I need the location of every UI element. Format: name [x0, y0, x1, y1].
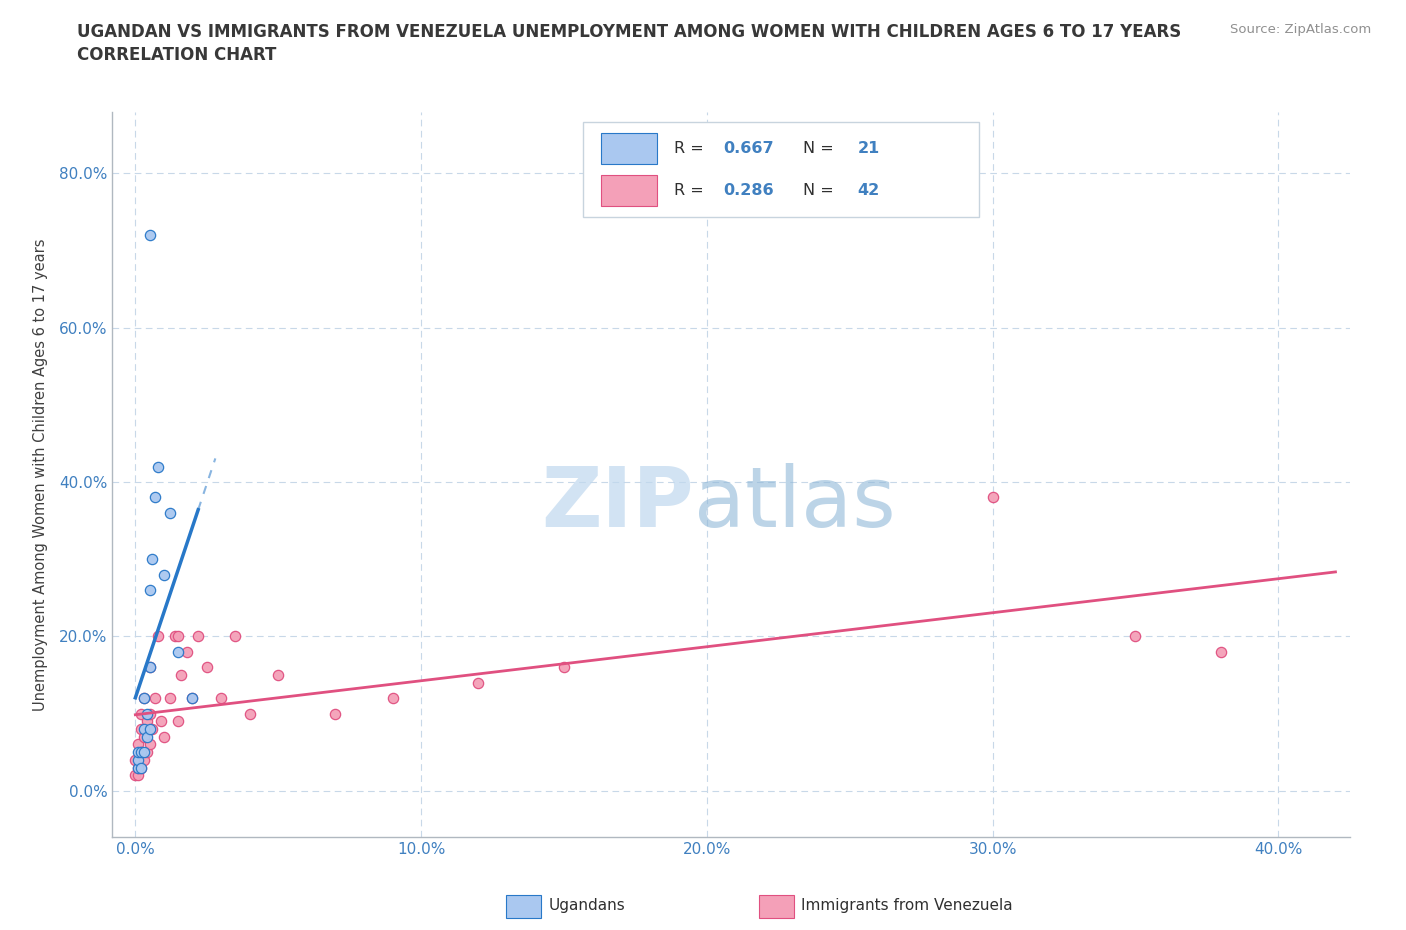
Text: N =: N = — [803, 183, 839, 198]
Point — [195, 659, 218, 674]
Point — [141, 722, 163, 737]
Point — [981, 490, 1004, 505]
Point — [127, 768, 149, 783]
Point — [129, 706, 152, 721]
Point — [129, 722, 152, 737]
Point — [467, 675, 489, 690]
Text: CORRELATION CHART: CORRELATION CHART — [77, 46, 277, 64]
Point — [150, 714, 173, 729]
Point — [127, 737, 149, 751]
Point — [135, 714, 157, 729]
Text: 21: 21 — [858, 141, 880, 156]
Point — [181, 691, 204, 706]
Point — [167, 629, 190, 644]
Point — [129, 745, 152, 760]
Point — [135, 706, 157, 721]
Point — [132, 691, 155, 706]
Point — [124, 752, 146, 767]
Point — [167, 714, 190, 729]
Text: Immigrants from Venezuela: Immigrants from Venezuela — [801, 898, 1014, 913]
Point — [153, 567, 176, 582]
Point — [267, 668, 290, 683]
Point — [143, 691, 166, 706]
Text: atlas: atlas — [695, 463, 896, 544]
Point — [224, 629, 246, 644]
Y-axis label: Unemployment Among Women with Children Ages 6 to 17 years: Unemployment Among Women with Children A… — [32, 238, 48, 711]
Point — [187, 629, 209, 644]
Point — [159, 505, 181, 520]
Point — [239, 706, 262, 721]
Point — [127, 745, 149, 760]
Point — [138, 706, 160, 721]
Point — [153, 729, 176, 744]
Point — [381, 691, 404, 706]
Text: ZIP: ZIP — [541, 463, 695, 544]
Point — [181, 691, 204, 706]
Point — [124, 768, 146, 783]
Point — [170, 668, 193, 683]
Point — [132, 752, 155, 767]
Bar — [582, 123, 979, 217]
Point — [138, 228, 160, 243]
Text: R =: R = — [675, 183, 709, 198]
Point — [129, 760, 152, 775]
Point — [553, 659, 575, 674]
Text: Source: ZipAtlas.com: Source: ZipAtlas.com — [1230, 23, 1371, 36]
Bar — [602, 133, 657, 164]
Point — [132, 745, 155, 760]
Point — [132, 729, 155, 744]
Point — [132, 722, 155, 737]
Point — [135, 745, 157, 760]
Point — [127, 752, 149, 767]
Point — [141, 551, 163, 566]
Text: R =: R = — [675, 141, 709, 156]
Point — [129, 760, 152, 775]
Point — [127, 760, 149, 775]
Point — [148, 459, 170, 474]
Point — [138, 659, 160, 674]
Point — [138, 582, 160, 597]
Point — [148, 629, 170, 644]
Point — [143, 490, 166, 505]
Point — [209, 691, 232, 706]
Text: N =: N = — [803, 141, 839, 156]
Point — [325, 706, 347, 721]
Point — [132, 691, 155, 706]
Point — [159, 691, 181, 706]
Point — [165, 629, 187, 644]
Text: Ugandans: Ugandans — [548, 898, 626, 913]
Point — [138, 722, 160, 737]
Point — [138, 737, 160, 751]
Point — [127, 760, 149, 775]
Point — [129, 745, 152, 760]
Text: UGANDAN VS IMMIGRANTS FROM VENEZUELA UNEMPLOYMENT AMONG WOMEN WITH CHILDREN AGES: UGANDAN VS IMMIGRANTS FROM VENEZUELA UNE… — [77, 23, 1181, 41]
Point — [1125, 629, 1147, 644]
Point — [167, 644, 190, 659]
Point — [176, 644, 198, 659]
Point — [1211, 644, 1233, 659]
Text: 42: 42 — [858, 183, 880, 198]
Point — [135, 729, 157, 744]
Bar — [602, 176, 657, 206]
Point — [138, 659, 160, 674]
Text: 0.286: 0.286 — [724, 183, 775, 198]
Text: 0.667: 0.667 — [724, 141, 775, 156]
